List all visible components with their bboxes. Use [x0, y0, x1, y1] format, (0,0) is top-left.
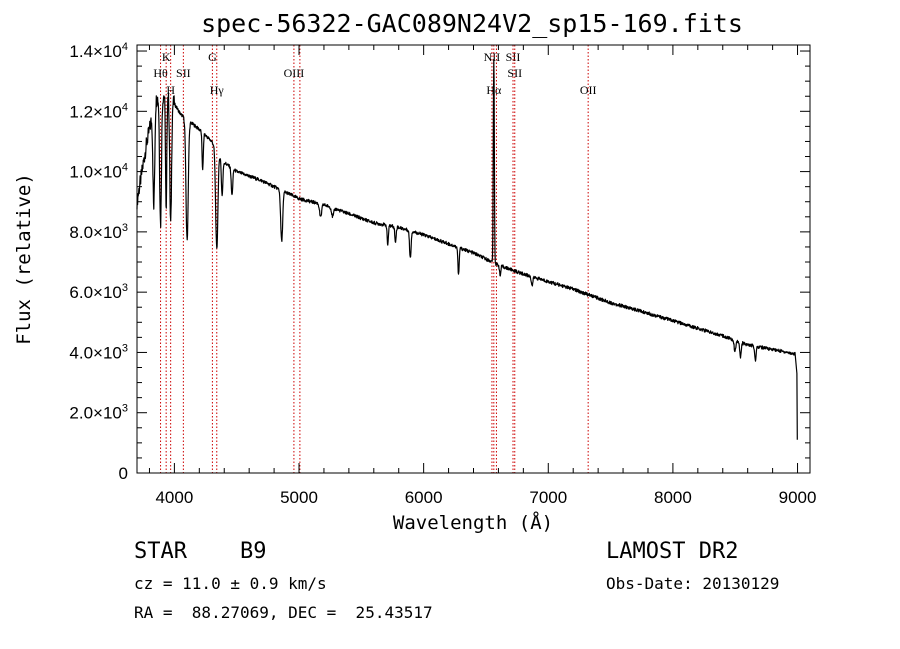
object-subclass: B9 — [240, 539, 267, 564]
line-marker-label-8: NII — [484, 50, 501, 64]
sky-coordinates: RA = 88.27069, DEC = 25.43517 — [134, 603, 433, 622]
spectrum-chart: spec-56322-GAC089N24V2_sp15-169.fits Hθ K… — [13, 9, 817, 534]
y-tick-label: 1.4×104 — [69, 41, 128, 61]
x-tick-label: 9000 — [779, 488, 817, 507]
line-marker-label-13: OII — [580, 83, 597, 97]
line-marker-label-0: Hθ — [153, 66, 168, 80]
x-tick-label: 4000 — [155, 488, 193, 507]
y-tick-label: 2.0×103 — [69, 403, 128, 423]
line-marker-label-4: G — [208, 50, 217, 64]
y-tick-label: 6.0×103 — [69, 282, 128, 302]
survey-name: LAMOST DR2 — [606, 539, 739, 564]
x-tick-label: 5000 — [280, 488, 318, 507]
line-marker-label-5: Hγ — [210, 83, 225, 97]
spectrum-line — [136, 58, 798, 440]
plot-frame — [136, 44, 811, 474]
line-marker-label-12: SII — [507, 66, 522, 80]
object-class: STAR — [134, 539, 187, 564]
line-marker-label-6: OIII — [284, 66, 305, 80]
y-tick-label: 8.0×103 — [69, 222, 128, 242]
line-marker-label-11: SII — [506, 50, 521, 64]
x-axis: 4000 5000 6000 7000 8000 9000 — [148, 45, 817, 507]
y-axis: 0 2.0×103 4.0×103 6.0×103 8.0×103 1.0×104 1.2×… — [69, 41, 810, 483]
x-axis-label: Wavelength (Å) — [393, 511, 553, 534]
chart-title: spec-56322-GAC089N24V2_sp15-169.fits — [201, 9, 743, 38]
y-tick-label: 0 — [119, 464, 128, 483]
line-marker-label-2: H — [166, 83, 175, 97]
y-tick-label: 1.0×104 — [69, 162, 128, 182]
line-marker-label-3: SII — [176, 66, 191, 80]
x-tick-label: 7000 — [529, 488, 567, 507]
redshift-velocity: cz = 11.0 ± 0.9 km/s — [134, 574, 327, 593]
x-tick-label: 8000 — [654, 488, 692, 507]
y-tick-label: 1.2×104 — [69, 101, 128, 121]
line-marker-label-1: K — [162, 50, 171, 64]
x-tick-label: 6000 — [405, 488, 443, 507]
spectrum-layer — [136, 58, 798, 440]
y-axis-label: Flux (relative) — [13, 173, 35, 345]
observation-date: Obs-Date: 20130129 — [606, 574, 780, 593]
y-tick-label: 4.0×103 — [69, 342, 128, 362]
